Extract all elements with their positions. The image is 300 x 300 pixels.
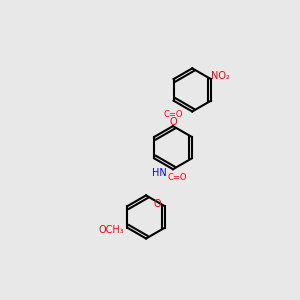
Text: NO₂: NO₂ <box>212 71 230 81</box>
Text: O: O <box>169 117 177 127</box>
Text: HN: HN <box>152 168 167 178</box>
Text: C=O: C=O <box>163 110 183 119</box>
Text: OCH₃: OCH₃ <box>99 225 124 235</box>
Text: O: O <box>154 199 161 209</box>
Text: C=O: C=O <box>168 173 187 182</box>
